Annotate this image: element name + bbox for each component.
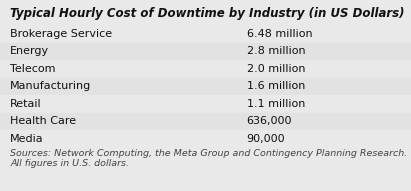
Text: Media: Media bbox=[10, 134, 44, 144]
Bar bbox=[0, 60, 411, 78]
Text: Brokerage Service: Brokerage Service bbox=[10, 29, 112, 39]
Text: Sources: Network Computing, the Meta Group and Contingency Planning Research.: Sources: Network Computing, the Meta Gro… bbox=[10, 149, 408, 158]
Text: 2.8 million: 2.8 million bbox=[247, 46, 305, 56]
Text: Typical Hourly Cost of Downtime by Industry (in US Dollars): Typical Hourly Cost of Downtime by Indus… bbox=[10, 7, 405, 20]
Bar bbox=[0, 78, 411, 95]
Text: 1.1 million: 1.1 million bbox=[247, 99, 305, 109]
Text: 2.0 million: 2.0 million bbox=[247, 64, 305, 74]
Bar bbox=[0, 25, 411, 43]
Text: 6.48 million: 6.48 million bbox=[247, 29, 312, 39]
Bar bbox=[0, 112, 411, 130]
Text: Telecom: Telecom bbox=[10, 64, 56, 74]
Text: Health Care: Health Care bbox=[10, 116, 76, 126]
Text: All figures in U.S. dollars.: All figures in U.S. dollars. bbox=[10, 159, 129, 168]
Bar bbox=[0, 43, 411, 60]
Text: 1.6 million: 1.6 million bbox=[247, 81, 305, 91]
Bar bbox=[0, 130, 411, 147]
Text: 90,000: 90,000 bbox=[247, 134, 285, 144]
Text: Energy: Energy bbox=[10, 46, 49, 56]
Text: Retail: Retail bbox=[10, 99, 42, 109]
Text: 636,000: 636,000 bbox=[247, 116, 292, 126]
Bar bbox=[0, 95, 411, 112]
Text: Manufacturing: Manufacturing bbox=[10, 81, 92, 91]
